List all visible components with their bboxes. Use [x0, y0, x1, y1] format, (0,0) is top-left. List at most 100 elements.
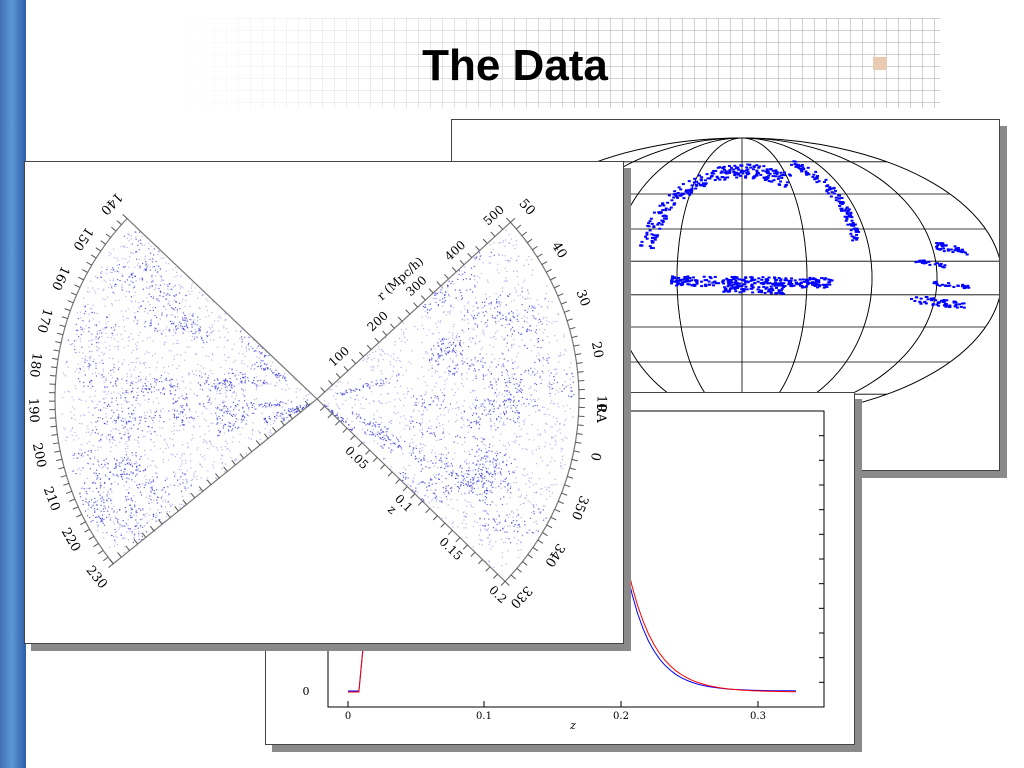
footprint-point — [735, 171, 739, 174]
galaxy-point — [186, 346, 189, 348]
galaxy-point — [96, 487, 98, 489]
galaxy-point — [514, 441, 516, 443]
galaxy-point — [457, 388, 459, 390]
galaxy-point — [524, 320, 526, 322]
footprint-point — [795, 164, 799, 167]
galaxy-point — [133, 409, 135, 412]
galaxy-point — [67, 366, 69, 368]
galaxy-point — [131, 531, 133, 533]
galaxy-point — [554, 423, 556, 425]
galaxy-point — [484, 466, 486, 468]
galaxy-point — [133, 252, 135, 254]
galaxy-point — [113, 512, 115, 514]
galaxy-point — [462, 512, 464, 514]
galaxy-point — [564, 424, 566, 426]
galaxy-point — [570, 372, 573, 374]
footprint-point — [848, 213, 852, 216]
galaxy-point — [158, 300, 160, 302]
footprint-point — [932, 282, 936, 285]
galaxy-point — [241, 427, 243, 429]
galaxy-point — [533, 492, 536, 494]
footprint-point — [946, 248, 950, 251]
galaxy-point — [255, 384, 257, 386]
galaxy-point — [462, 385, 464, 387]
footprint-point — [732, 168, 736, 171]
galaxy-point — [438, 363, 440, 365]
galaxy-point — [431, 479, 433, 481]
galaxy-point — [80, 399, 82, 402]
galaxy-point — [211, 373, 213, 375]
galaxy-point — [189, 305, 191, 308]
footprint-point — [692, 181, 696, 184]
galaxy-point — [476, 399, 478, 401]
galaxy-point — [138, 446, 140, 448]
galaxy-point — [160, 392, 162, 394]
galaxy-point — [503, 365, 505, 367]
galaxy-point — [548, 321, 550, 323]
galaxy-point — [131, 274, 133, 276]
galaxy-point — [90, 521, 92, 523]
galaxy-point — [493, 242, 495, 244]
galaxy-point — [489, 344, 491, 346]
galaxy-point — [193, 472, 195, 474]
galaxy-point — [232, 436, 234, 438]
galaxy-point — [122, 473, 124, 475]
galaxy-point — [445, 352, 447, 354]
galaxy-point — [85, 400, 87, 402]
galaxy-point — [88, 327, 90, 329]
galaxy-point — [179, 507, 181, 509]
galaxy-point — [193, 338, 195, 340]
galaxy-point — [155, 316, 158, 319]
galaxy-point — [286, 384, 288, 386]
galaxy-point — [130, 497, 132, 499]
galaxy-point — [488, 400, 490, 402]
galaxy-point — [350, 389, 352, 391]
galaxy-point — [521, 286, 523, 288]
galaxy-point — [114, 285, 116, 287]
galaxy-point — [180, 476, 182, 478]
galaxy-point — [222, 380, 224, 382]
galaxy-point — [507, 375, 509, 377]
galaxy-point — [458, 491, 460, 493]
galaxy-point — [456, 499, 458, 501]
galaxy-point — [94, 275, 96, 278]
galaxy-point — [73, 345, 75, 347]
galaxy-point — [137, 244, 139, 247]
galaxy-point — [88, 320, 90, 322]
galaxy-point — [184, 485, 186, 487]
footprint-point — [738, 282, 742, 285]
galaxy-point — [128, 478, 130, 480]
galaxy-point — [514, 422, 516, 424]
footprint-point — [845, 206, 849, 209]
galaxy-point — [76, 333, 78, 335]
galaxy-point — [230, 457, 232, 459]
galaxy-point — [515, 481, 517, 484]
galaxy-point — [493, 408, 495, 410]
galaxy-point — [498, 416, 500, 418]
galaxy-point — [131, 374, 133, 376]
galaxy-point — [150, 324, 152, 326]
galaxy-point — [502, 353, 504, 355]
galaxy-point — [514, 458, 516, 460]
galaxy-point — [133, 320, 135, 322]
galaxy-point — [387, 437, 389, 439]
galaxy-point — [231, 441, 233, 443]
galaxy-point — [173, 286, 175, 288]
galaxy-point — [250, 368, 252, 370]
galaxy-point — [71, 406, 74, 408]
galaxy-point — [128, 240, 130, 242]
galaxy-point — [128, 420, 130, 422]
galaxy-point — [426, 430, 428, 433]
footprint-point — [688, 188, 692, 191]
galaxy-point — [424, 482, 426, 484]
galaxy-point — [447, 311, 449, 313]
galaxy-point — [159, 519, 161, 521]
galaxy-point — [213, 330, 215, 332]
galaxy-point — [189, 453, 192, 455]
galaxy-point — [443, 301, 445, 303]
footprint-point — [686, 279, 690, 282]
galaxy-point — [540, 347, 542, 349]
galaxy-point — [130, 391, 132, 393]
galaxy-point — [79, 423, 81, 425]
galaxy-point — [92, 414, 94, 416]
